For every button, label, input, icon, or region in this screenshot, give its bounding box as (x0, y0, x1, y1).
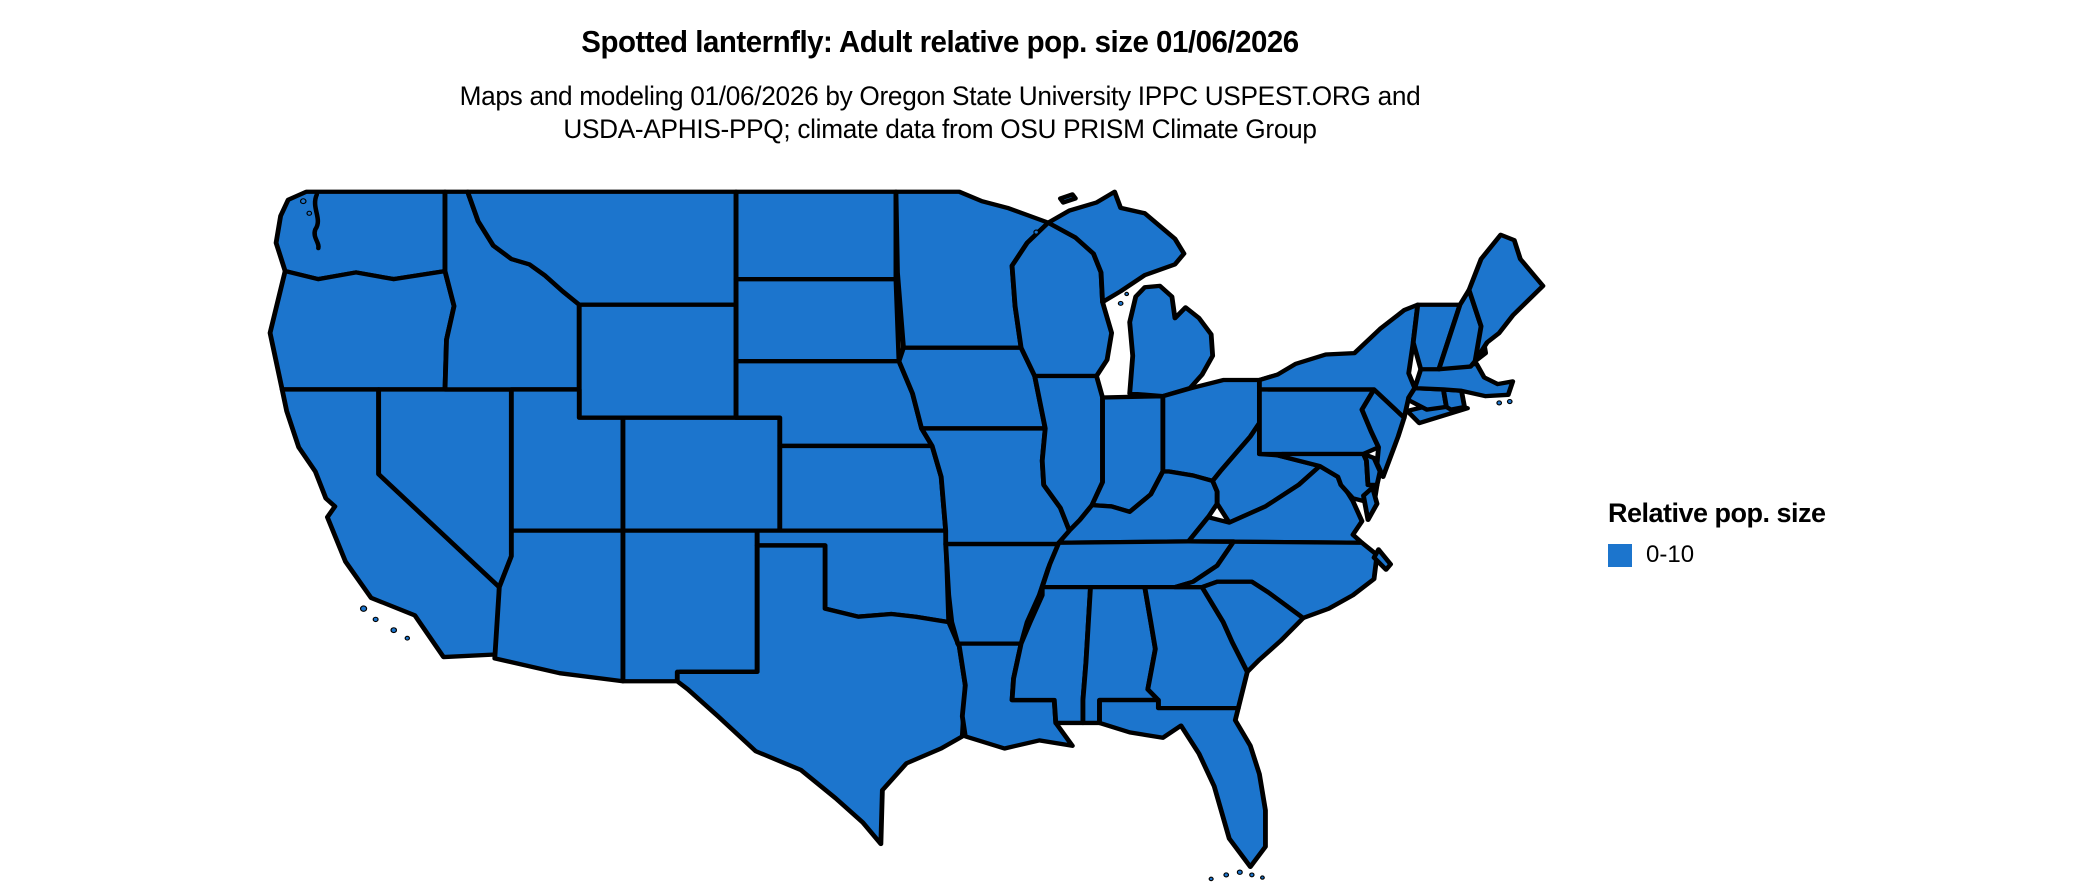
channel-island-1 (359, 605, 368, 612)
state-arizona (492, 528, 626, 684)
state-florida (1097, 697, 1268, 869)
state-new-york (1256, 302, 1421, 420)
state-kansas (777, 443, 949, 533)
channel-island-3 (390, 627, 398, 634)
state-maine (1466, 232, 1546, 364)
nantucket-island (1506, 398, 1513, 405)
states-layer (267, 189, 1546, 869)
state-oregon (267, 268, 457, 392)
state-south-dakota (733, 277, 902, 364)
florida-key-5 (1260, 875, 1265, 880)
state-north-dakota (733, 189, 899, 282)
florida-key-3 (1236, 869, 1243, 875)
san-juan-island (299, 198, 307, 205)
state-iowa (896, 345, 1048, 431)
legend-swatch (1608, 543, 1632, 567)
us-choropleth-map (267, 189, 1546, 882)
legend: Relative pop. size 0-10 (1608, 498, 1826, 569)
state-washington (273, 189, 448, 282)
isle-royale-island (1057, 192, 1078, 205)
page-title: Spotted lanternfly: Adult relative pop. … (581, 24, 1299, 59)
puget-sound-inlet (312, 192, 321, 251)
islands-layer (299, 192, 1513, 882)
legend-item-0-10: 0-10 (1608, 541, 1826, 569)
state-new-jersey (1359, 387, 1407, 479)
marthas-vineyard-island (1496, 400, 1503, 406)
legend-item-label: 0-10 (1646, 541, 1695, 568)
state-michigan-upper-peninsula (1045, 189, 1187, 305)
lake-michigan-island-1 (1117, 300, 1124, 306)
state-south-carolina (1199, 579, 1306, 674)
apostle-island (1033, 229, 1040, 235)
channel-island-2 (372, 616, 379, 623)
florida-key-2 (1223, 872, 1230, 878)
state-michigan (1127, 283, 1216, 399)
channel-island-4 (404, 635, 411, 641)
lake-michigan-island-2 (1124, 291, 1130, 297)
florida-key-4 (1249, 872, 1255, 878)
whidbey-island (306, 210, 313, 216)
page-subtitle: Maps and modeling 01/06/2026 by Oregon S… (28, 80, 1852, 146)
state-delaware (1361, 451, 1383, 488)
state-colorado (620, 415, 783, 533)
subtitle-line-2: USDA-APHIS-PPQ; climate data from OSU PR… (563, 114, 1317, 144)
state-texas (674, 543, 968, 847)
state-massachusetts (1412, 361, 1516, 399)
subtitle-line-1: Maps and modeling 01/06/2026 by Oregon S… (459, 81, 1421, 111)
virginia-eastern-shore (1361, 485, 1380, 523)
legend-title: Relative pop. size (1608, 498, 1826, 528)
outer-banks-island (1371, 547, 1394, 572)
state-wyoming (576, 302, 739, 420)
florida-key-1 (1208, 876, 1214, 882)
state-new-mexico (620, 528, 760, 684)
